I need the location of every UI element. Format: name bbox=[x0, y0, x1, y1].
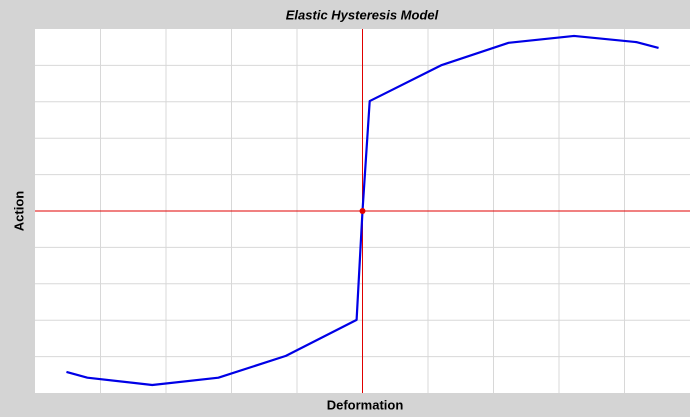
x-axis-label: Deformation bbox=[327, 397, 404, 412]
chart-title: Elastic Hysteresis Model bbox=[286, 7, 439, 22]
origin-dot bbox=[359, 208, 366, 214]
y-axis-label: Action bbox=[11, 191, 26, 232]
